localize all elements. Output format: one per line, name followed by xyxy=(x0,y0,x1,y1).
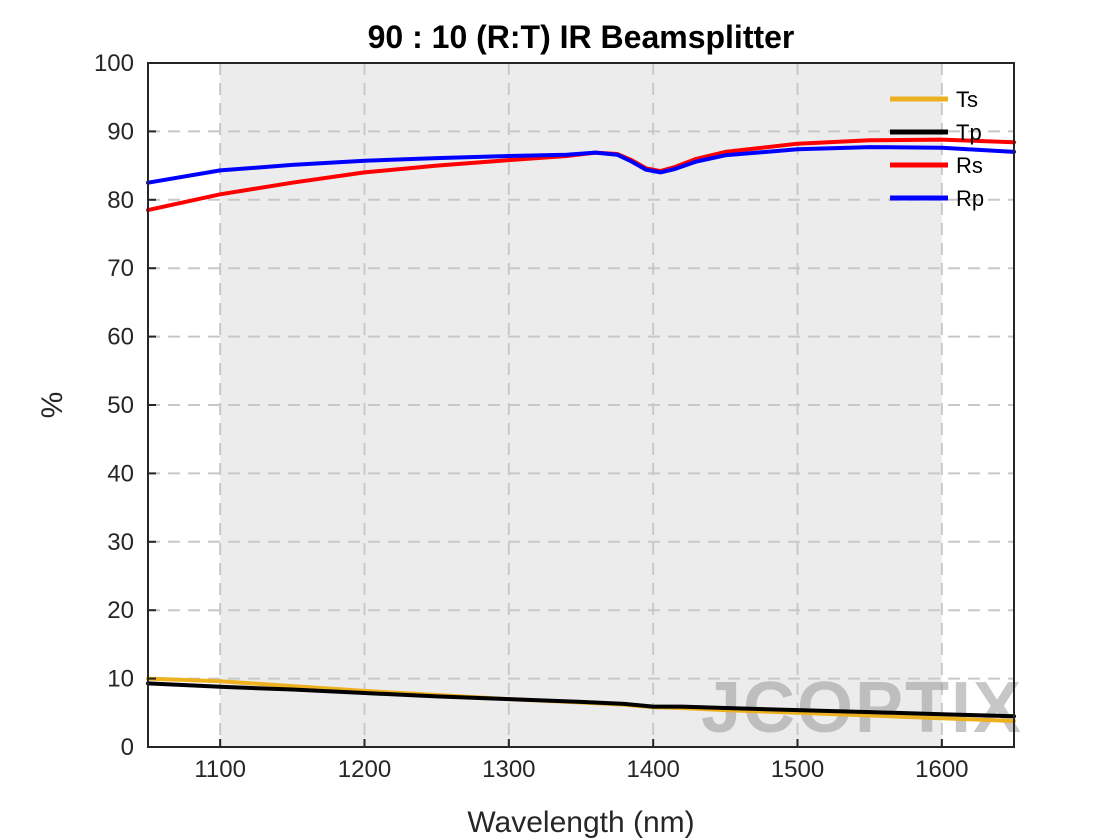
series-line-tp xyxy=(146,681,1016,719)
y-tick-label: 90 xyxy=(107,118,134,145)
x-axis-label: Wavelength (nm) xyxy=(467,806,694,839)
y-tick-label: 30 xyxy=(107,529,134,556)
grid-lines xyxy=(148,63,1014,747)
y-axis-ticks: 0 10 20 30 40 50 60 70 80 90 100 xyxy=(94,50,156,761)
legend-label-tp: Tp xyxy=(956,120,982,145)
x-tick-label: 1100 xyxy=(194,756,246,783)
x-axis-ticks: 1100 1200 1300 1400 1500 1600 xyxy=(194,739,969,783)
y-tick-label: 50 xyxy=(107,392,134,419)
x-tick-label: 1200 xyxy=(338,756,391,783)
legend-label-rs: Rs xyxy=(956,153,983,178)
x-tick-label: 1600 xyxy=(915,756,968,783)
y-tick-label: 60 xyxy=(107,324,134,351)
series-line-rp xyxy=(146,145,1016,185)
y-tick-label: 100 xyxy=(94,50,134,77)
x-tick-label: 1400 xyxy=(626,756,679,783)
y-tick-label: 80 xyxy=(107,187,134,214)
y-tick-label: 0 xyxy=(121,734,134,761)
legend-label-rp: Rp xyxy=(956,186,984,211)
y-tick-label: 40 xyxy=(107,460,134,487)
chart-title: 90 : 10 (R:T) IR Beamsplitter xyxy=(368,19,795,55)
legend: Ts Tp Rs Rp xyxy=(890,87,984,211)
series-lines xyxy=(146,137,1016,723)
x-tick-label: 1300 xyxy=(482,756,535,783)
y-tick-label: 10 xyxy=(107,666,134,693)
y-tick-label: 70 xyxy=(107,255,134,282)
x-tick-label: 1500 xyxy=(771,756,824,783)
y-axis-label: % xyxy=(36,392,69,419)
legend-label-ts: Ts xyxy=(956,87,978,112)
y-tick-label: 20 xyxy=(107,597,134,624)
